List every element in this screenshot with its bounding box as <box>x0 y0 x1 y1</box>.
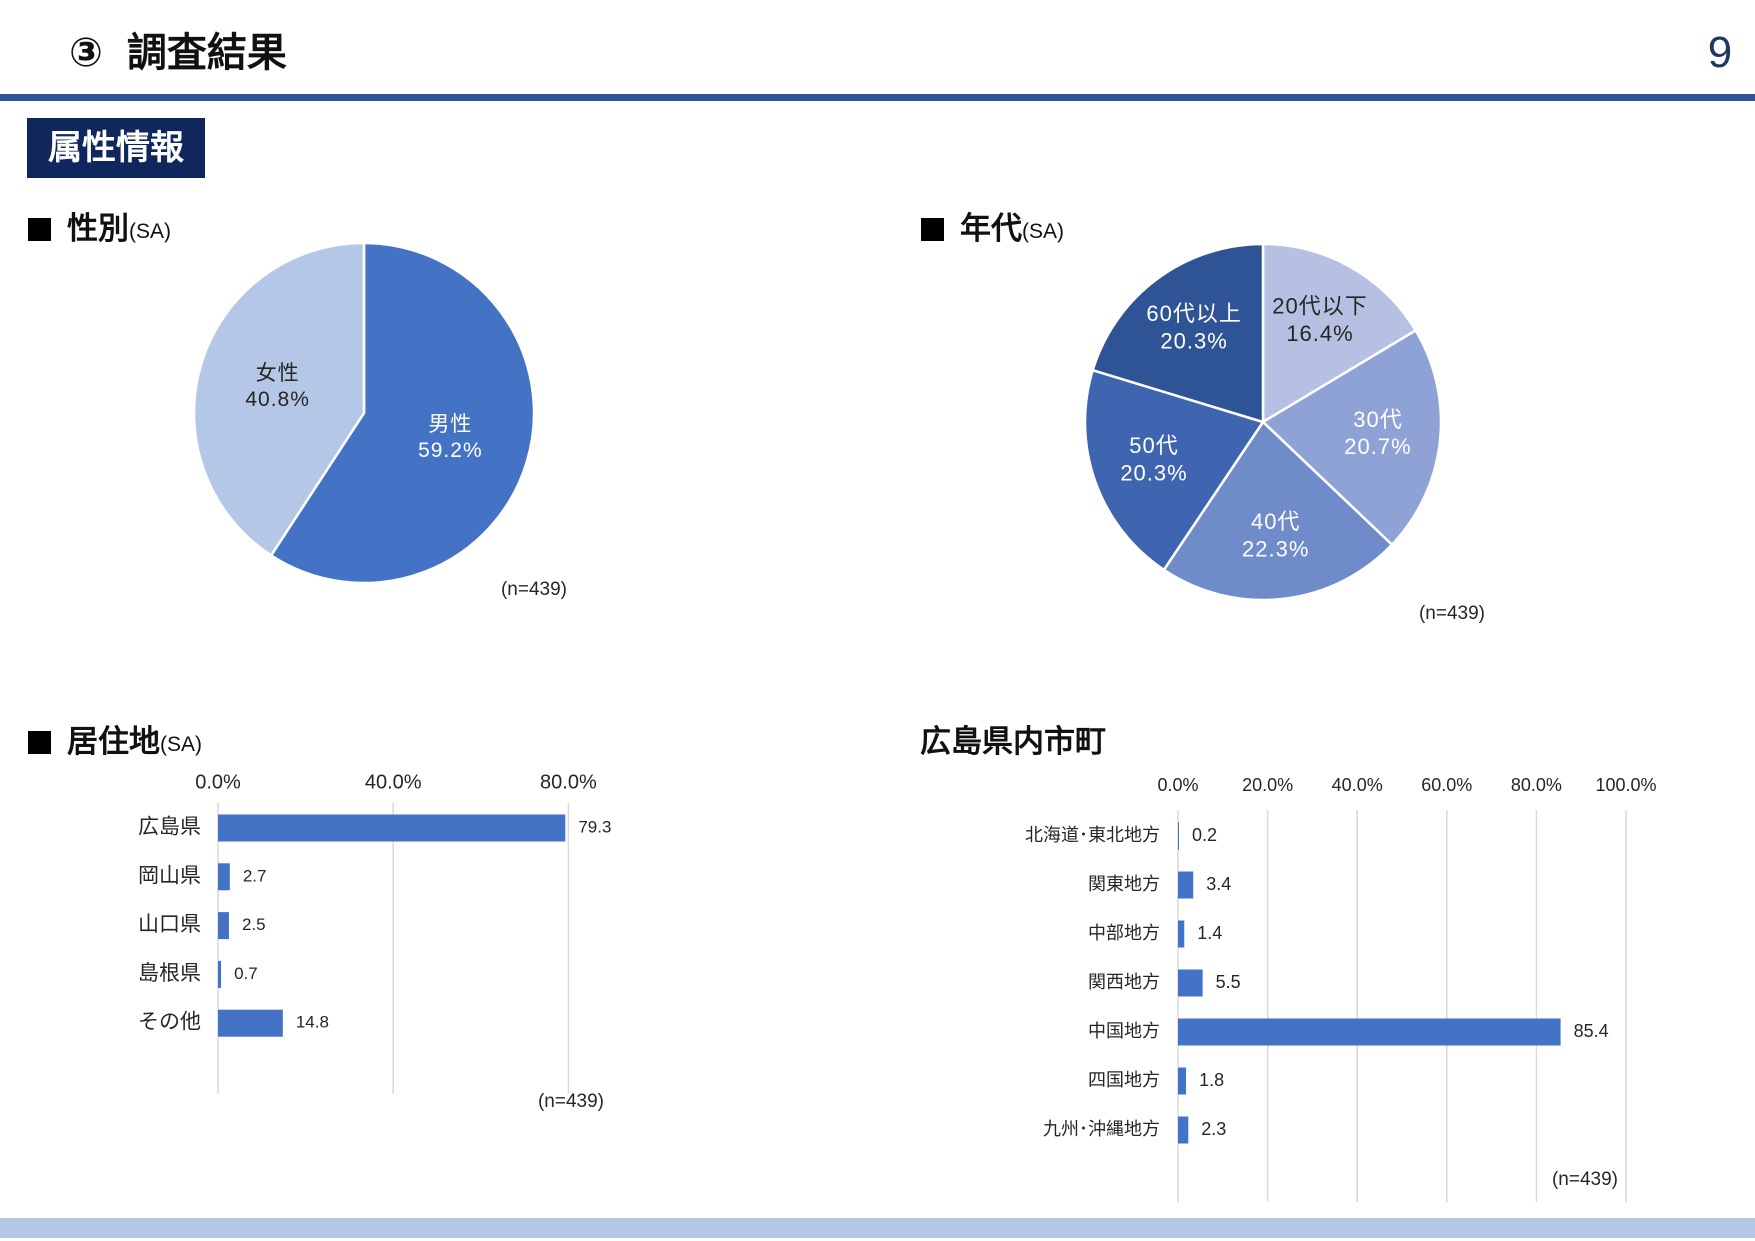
category-label: 広島県 <box>138 816 201 839</box>
bar <box>1178 871 1194 899</box>
chart-title-suffix: (SA) <box>129 220 171 243</box>
bar <box>218 814 566 842</box>
x-tick-label: 40.0% <box>365 771 422 793</box>
bar-value-label: 3.4 <box>1206 874 1231 894</box>
page-title: ③ 調査結果 <box>69 28 287 78</box>
municipality-bar-chart: 0.0% 20.0% 40.0% 60.0% 80.0% 100.0% 北海道･東北地方 0.… <box>1025 775 1657 1202</box>
pie-slice-label: 女性 <box>256 362 300 385</box>
pie-slice-3 <box>1083 368 1265 572</box>
category-label: 岡山県 <box>138 864 201 887</box>
bar <box>1178 969 1203 997</box>
sample-size-note: (n=439) <box>1552 1169 1618 1190</box>
category-label: 北海道･東北地方 <box>1025 825 1160 845</box>
pie-slice-value-label: 22.3% <box>1242 536 1309 561</box>
chart-title-suffix: (SA) <box>1022 220 1064 243</box>
bar-value-label: 2.5 <box>242 915 266 934</box>
x-tick-label: 20.0% <box>1242 775 1293 795</box>
bar <box>1178 822 1179 850</box>
page-number: 9 <box>1707 28 1733 77</box>
pie-slice-label: 20代以下 <box>1272 293 1367 318</box>
category-label: 山口県 <box>138 913 201 936</box>
bar-value-label: 14.8 <box>296 1013 329 1032</box>
pie-slice-4 <box>1091 242 1265 424</box>
pie-slice-value-label: 59.2% <box>418 439 483 462</box>
bar-value-label: 1.8 <box>1199 1070 1224 1090</box>
bar-value-label: 5.5 <box>1216 972 1241 992</box>
bar <box>1178 920 1185 948</box>
category-label: 島根県 <box>138 962 201 985</box>
header-divider <box>0 94 1755 101</box>
bar-value-label: 0.7 <box>234 964 258 983</box>
age-pie-chart: 20代以下16.4%30代20.7%40代22.3%50代20.3%60代以上2… <box>1083 242 1485 624</box>
chart-title-text: 居住地 <box>67 724 160 759</box>
x-tick-label: 0.0% <box>195 771 241 793</box>
category-label: 中部地方 <box>1088 923 1160 943</box>
pie-slice-value-label: 20.3% <box>1120 460 1187 485</box>
category-label: その他 <box>138 1011 201 1034</box>
x-tick-label: 40.0% <box>1332 775 1383 795</box>
category-label: 関西地方 <box>1088 972 1160 992</box>
pie-slice-1 <box>1260 328 1443 547</box>
square-bullet-icon <box>921 217 944 241</box>
age-chart-title: 年代 (SA) <box>921 211 1064 247</box>
chart-title-text: 年代 <box>960 211 1022 246</box>
pie-slice-value-label: 40.8% <box>245 388 310 411</box>
pie-slice-0 <box>1261 242 1418 425</box>
category-label: 四国地方 <box>1088 1070 1160 1090</box>
chart-title-text: 広島県内市町 <box>920 724 1106 759</box>
pie-slice-value-label: 16.4% <box>1286 321 1353 346</box>
bar-value-label: 2.7 <box>243 866 267 885</box>
category-label: 九州･沖縄地方 <box>1043 1119 1160 1139</box>
page-title-text: 調査結果 <box>126 31 287 75</box>
x-tick-label: 0.0% <box>1157 775 1198 795</box>
pie-slice-label: 30代 <box>1353 407 1402 432</box>
pie-slice-label: 40代 <box>1251 509 1300 534</box>
bar-value-label: 79.3 <box>578 817 611 836</box>
bar <box>1178 1116 1189 1144</box>
bar <box>218 863 230 891</box>
footer-band <box>0 1218 1755 1238</box>
residence-chart-title: 居住地 (SA) <box>28 724 202 760</box>
bar <box>218 912 229 940</box>
square-bullet-icon <box>28 217 51 241</box>
sample-size-note: (n=439) <box>501 579 567 600</box>
x-tick-label: 60.0% <box>1421 775 1472 795</box>
x-tick-label: 80.0% <box>540 771 597 793</box>
section-badge: 属性情報 <box>27 118 205 178</box>
bar <box>218 960 222 988</box>
x-tick-label: 100.0% <box>1595 775 1656 795</box>
bar-value-label: 85.4 <box>1574 1021 1609 1041</box>
category-label: 関東地方 <box>1088 874 1160 894</box>
residence-bar-chart: 0.0% 40.0% 80.0% 広島県 79.3 岡山県 2.7 山口県 2.5 島根県 0.7 そ… <box>138 771 611 1112</box>
pie-slice-value-label: 20.7% <box>1344 434 1411 459</box>
gender-pie-chart: 男性 59.2% 女性 40.8% (n=439) <box>192 241 567 600</box>
bar <box>218 1009 283 1037</box>
gender-chart-title: 性別 (SA) <box>28 211 171 247</box>
pie-slice-2 <box>1162 420 1394 602</box>
pie-slice-label: 60代以上 <box>1146 301 1241 326</box>
bar-value-label: 0.2 <box>1192 825 1217 845</box>
pie-slice-1 <box>192 241 366 558</box>
pie-slice-0 <box>269 241 536 585</box>
pie-slice-label: 50代 <box>1129 433 1178 458</box>
bar-value-label: 1.4 <box>1197 923 1222 943</box>
chart-title-text: 性別 <box>67 211 129 246</box>
sample-size-note: (n=439) <box>538 1091 604 1112</box>
bar-value-label: 2.3 <box>1201 1119 1226 1139</box>
chart-title-suffix: (SA) <box>160 733 202 756</box>
bar <box>1178 1067 1187 1095</box>
category-label: 中国地方 <box>1088 1021 1160 1041</box>
section-number: ③ <box>69 31 103 75</box>
square-bullet-icon <box>28 730 51 754</box>
x-tick-label: 80.0% <box>1511 775 1562 795</box>
municipality-chart-title: 広島県内市町 <box>920 724 1106 760</box>
sample-size-note: (n=439) <box>1419 603 1485 624</box>
bar <box>1178 1018 1561 1046</box>
pie-slice-label: 男性 <box>428 413 472 436</box>
pie-slice-value-label: 20.3% <box>1160 328 1227 353</box>
